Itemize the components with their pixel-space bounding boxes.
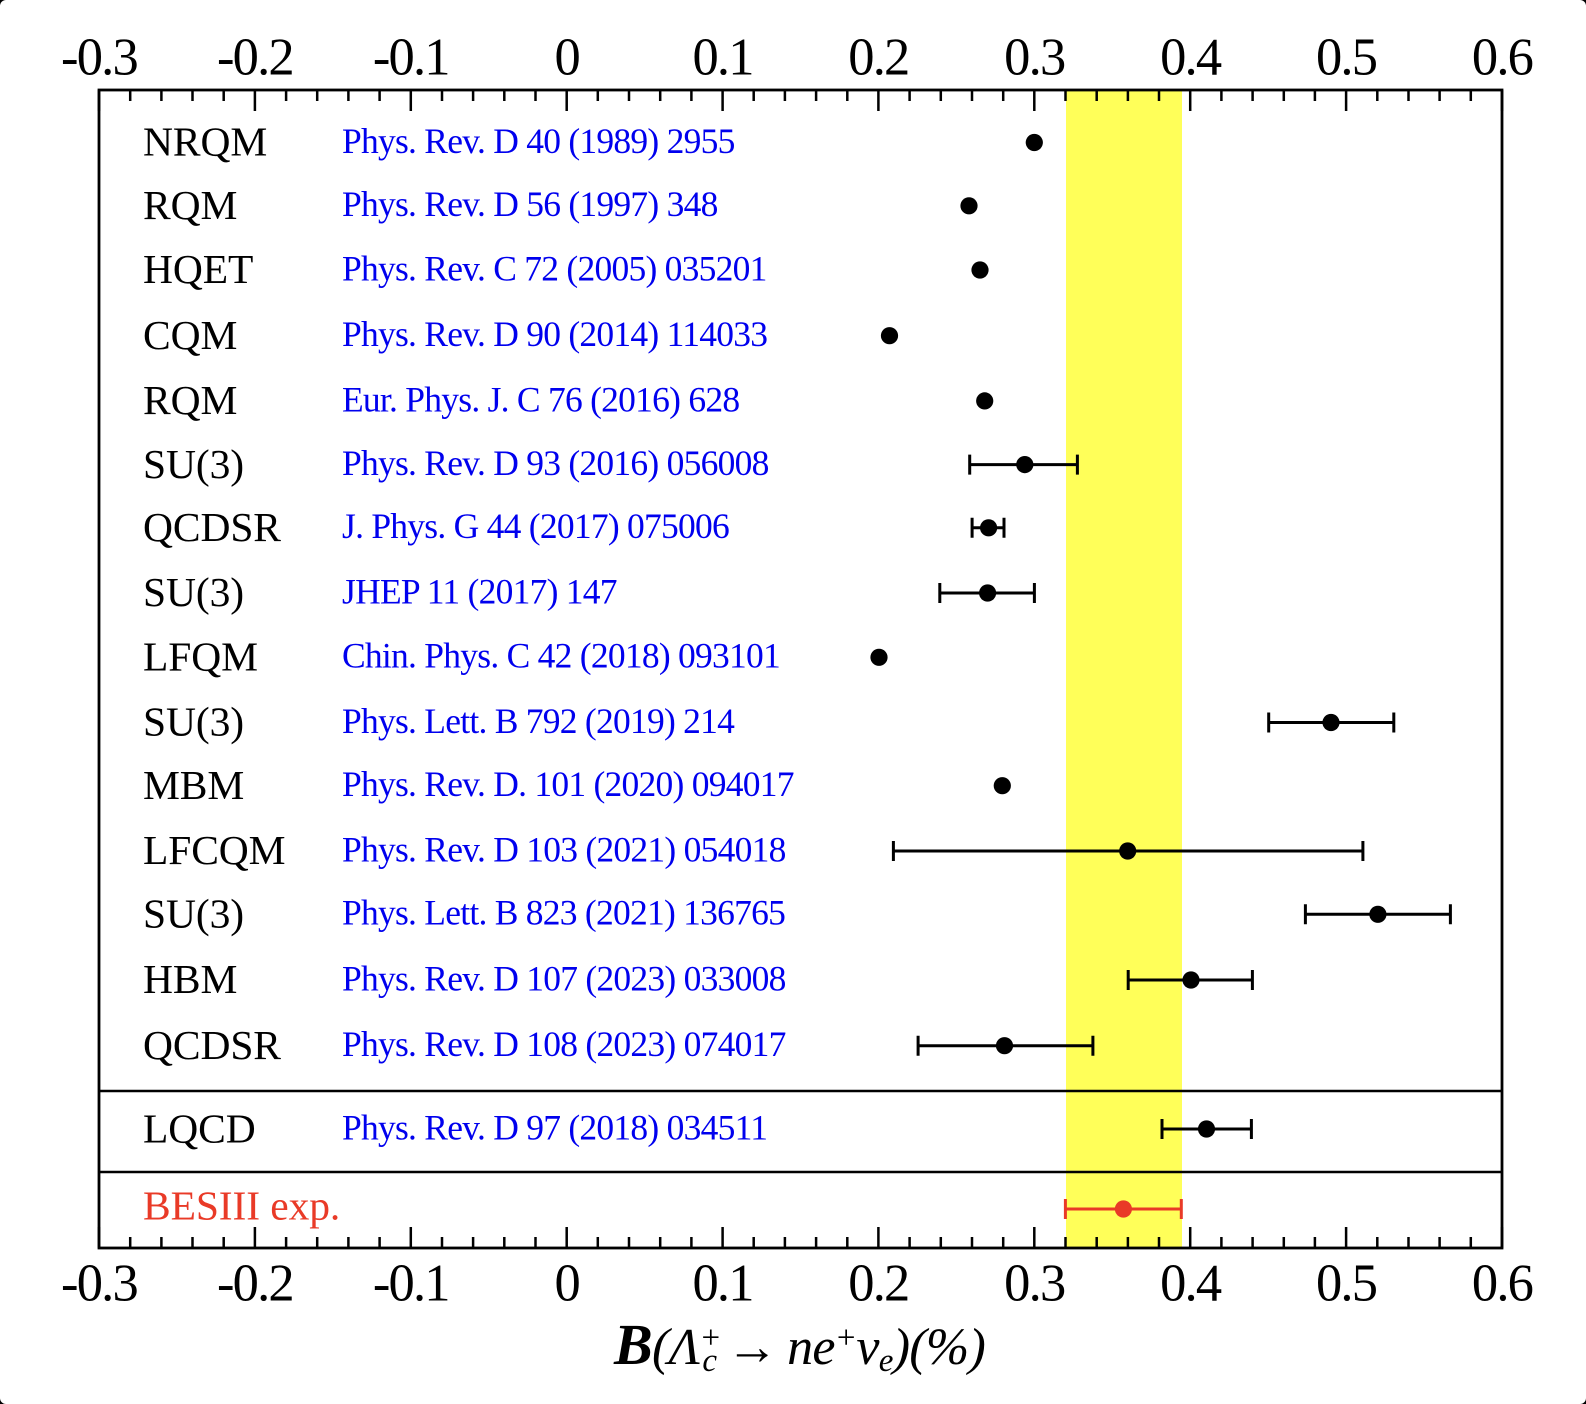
- svg-text:0.6: 0.6: [1472, 29, 1533, 87]
- svg-text:Eur. Phys. J. C 76 (2016) 628: Eur. Phys. J. C 76 (2016) 628: [342, 379, 739, 419]
- svg-text:0.3: 0.3: [1004, 29, 1065, 87]
- svg-text:Phys. Rev. D 103 (2021) 054018: Phys. Rev. D 103 (2021) 054018: [342, 829, 786, 869]
- svg-text:0.4: 0.4: [1160, 29, 1222, 87]
- svg-text:-0.1: -0.1: [373, 1255, 449, 1313]
- svg-text:SU(3): SU(3): [143, 891, 244, 938]
- svg-text:MBM: MBM: [143, 762, 244, 808]
- svg-text:JHEP 11 (2017) 147: JHEP 11 (2017) 147: [342, 571, 617, 611]
- svg-text:Phys. Lett. B 792 (2019) 214: Phys. Lett. B 792 (2019) 214: [342, 701, 735, 741]
- svg-text:Phys. Rev. D 97 (2018) 034511: Phys. Rev. D 97 (2018) 034511: [342, 1107, 767, 1147]
- svg-text:Phys. Rev. D 90 (2014) 114033: Phys. Rev. D 90 (2014) 114033: [342, 314, 767, 354]
- svg-text:LFCQM: LFCQM: [143, 827, 285, 873]
- svg-text:HQET: HQET: [143, 246, 253, 292]
- svg-text:Phys. Lett. B 823 (2021) 13676: Phys. Lett. B 823 (2021) 136765: [342, 893, 785, 933]
- svg-text:LQCD: LQCD: [143, 1106, 256, 1152]
- svg-text:-0.1: -0.1: [373, 29, 449, 87]
- svg-text:Phys. Rev. D 107 (2023) 033008: Phys. Rev. D 107 (2023) 033008: [342, 958, 786, 998]
- svg-text:0.2: 0.2: [848, 1255, 908, 1313]
- svg-text:B(Λ+c → ne+νe)(%): B(Λ+ c → ne+νe)(%): [613, 1312, 985, 1379]
- svg-text:CQM: CQM: [143, 312, 237, 358]
- svg-text:HBM: HBM: [143, 956, 237, 1002]
- svg-text:0.5: 0.5: [1316, 1255, 1377, 1313]
- svg-text:0.4: 0.4: [1160, 1255, 1222, 1313]
- svg-text:0.5: 0.5: [1316, 29, 1377, 87]
- svg-text:Phys. Rev. D 56 (1997) 348: Phys. Rev. D 56 (1997) 348: [342, 184, 718, 224]
- svg-text:Phys. Rev. D 108 (2023) 074017: Phys. Rev. D 108 (2023) 074017: [342, 1024, 786, 1064]
- svg-text:RQM: RQM: [143, 377, 237, 423]
- svg-text:0.3: 0.3: [1004, 1255, 1065, 1313]
- svg-text:0.2: 0.2: [848, 29, 908, 87]
- svg-text:NRQM: NRQM: [143, 119, 267, 165]
- svg-text:-0.2: -0.2: [217, 1255, 293, 1313]
- svg-text:-0.2: -0.2: [217, 29, 293, 87]
- svg-text:-0.3: -0.3: [61, 29, 137, 87]
- svg-text:Phys. Rev. D 40 (1989) 2955: Phys. Rev. D 40 (1989) 2955: [342, 121, 735, 161]
- svg-text:0: 0: [554, 1255, 579, 1313]
- svg-text:BESIII exp.: BESIII exp.: [143, 1183, 340, 1229]
- svg-text:J. Phys. G 44 (2017) 075006: J. Phys. G 44 (2017) 075006: [342, 506, 729, 546]
- svg-text:Phys. Rev. D 93 (2016) 056008: Phys. Rev. D 93 (2016) 056008: [342, 443, 769, 483]
- svg-text:0: 0: [554, 29, 579, 87]
- svg-text:Chin. Phys. C 42 (2018) 093101: Chin. Phys. C 42 (2018) 093101: [342, 636, 780, 676]
- svg-text:Phys. Rev. D. 101 (2020) 09401: Phys. Rev. D. 101 (2020) 094017: [342, 764, 794, 804]
- svg-text:RQM: RQM: [143, 182, 237, 228]
- svg-text:0.1: 0.1: [692, 1255, 752, 1313]
- svg-text:QCDSR: QCDSR: [143, 1022, 281, 1068]
- svg-text:0.6: 0.6: [1472, 1255, 1533, 1313]
- svg-text:0.1: 0.1: [692, 29, 752, 87]
- svg-text:SU(3): SU(3): [143, 441, 244, 488]
- svg-text:-0.3: -0.3: [61, 1255, 137, 1313]
- svg-text:SU(3): SU(3): [143, 699, 244, 746]
- svg-text:QCDSR: QCDSR: [143, 504, 281, 550]
- svg-text:LFQM: LFQM: [143, 634, 258, 680]
- svg-text:Phys. Rev. C 72 (2005) 035201: Phys. Rev. C 72 (2005) 035201: [342, 248, 767, 288]
- svg-text:SU(3): SU(3): [143, 569, 244, 616]
